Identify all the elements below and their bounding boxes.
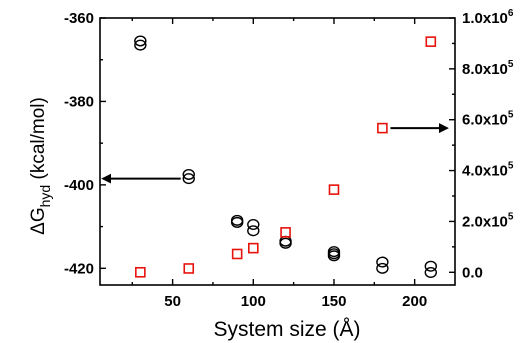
y-axis-title-left: ΔGhyd (kcal/mol) (28, 97, 53, 235)
data-point-circle (230, 216, 244, 228)
y-left-tick-label: -420 (64, 260, 94, 277)
y-right-tick-exponent: 5 (508, 161, 514, 172)
axes (99, 17, 456, 286)
y-right-tick-label: 2.0x105 (462, 211, 514, 230)
y-right-tick-exponent: 5 (508, 211, 514, 222)
data-point-square (247, 242, 259, 254)
data-point-circle (279, 237, 292, 249)
y-axis-title-unit: (kcal/mol) (28, 97, 49, 185)
data-point-circle (424, 266, 437, 278)
data-point-square (328, 184, 340, 195)
data-point-circle (134, 39, 147, 51)
data-point-circle (424, 260, 437, 272)
data-point-circle (376, 256, 389, 268)
y-right-tick-label: 8.0x105 (462, 59, 514, 78)
y-right-tick-exponent: 5 (508, 110, 514, 121)
data-point-square (183, 263, 195, 274)
data-point-circle (134, 35, 147, 47)
data-point-square (280, 227, 291, 238)
annotation-arrows (101, 123, 449, 184)
x-axis-title: System size (Å) (213, 318, 360, 341)
data-point-circle (376, 262, 389, 274)
data-point-square (377, 122, 388, 134)
y-right-tick-label: 0.0 (462, 264, 483, 281)
y-left-tick-label: -360 (64, 10, 94, 27)
x-tick-label: 100 (241, 293, 266, 310)
data-point-circle (247, 225, 260, 237)
x-tick-label: 150 (321, 293, 346, 310)
svg-text:ΔGhyd (kcal/mol): ΔGhyd (kcal/mol) (28, 97, 53, 235)
data-point-square (231, 248, 243, 260)
x-tick-label: 50 (164, 293, 181, 310)
data-point-square (425, 36, 437, 47)
data-point-square (135, 266, 146, 278)
y-axis-title-prefix: ΔG (28, 207, 49, 234)
data-point-circle (327, 250, 341, 262)
y-right-tick-exponent: 6 (508, 8, 514, 19)
y-left-tick-label: -400 (64, 177, 94, 194)
y-right-tick-label: 1.0x106 (462, 8, 514, 27)
data-point-circle (182, 168, 195, 180)
data-point-circle (247, 219, 260, 231)
y-left-tick-label: -380 (64, 93, 94, 110)
data-point-circle (182, 173, 195, 185)
ticks: 50 100 150 200 -360 -380 -400 -420 0.0 2.0x105 4.0… (64, 8, 514, 310)
y-right-tick-label: 6.0x105 (462, 110, 514, 129)
data-points (134, 35, 437, 278)
x-tick-label: 200 (402, 293, 427, 310)
y-right-tick-exponent: 5 (508, 59, 514, 70)
plot-frame (99, 17, 456, 286)
y-axis-title-subscript: hyd (37, 185, 53, 208)
y-right-tick-label: 4.0x105 (462, 161, 514, 180)
